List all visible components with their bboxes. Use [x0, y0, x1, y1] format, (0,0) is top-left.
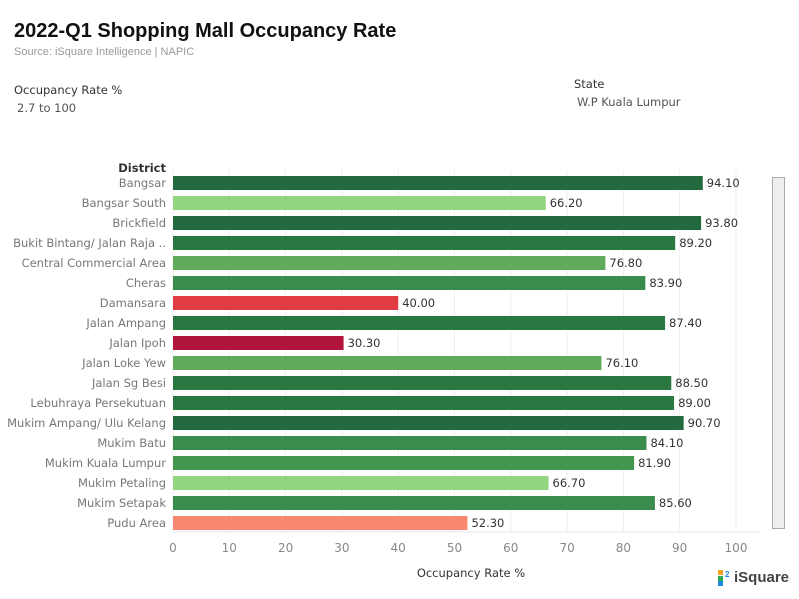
data-label: 76.80	[609, 256, 642, 270]
bar	[173, 196, 546, 210]
category-label: Mukim Ampang/ Ulu Kelang	[7, 416, 166, 430]
data-label: 87.40	[669, 316, 702, 330]
category-label: Bukit Bintang/ Jalan Raja ..	[13, 236, 166, 250]
x-tick-label: 70	[559, 541, 574, 555]
data-label: 30.30	[348, 336, 381, 350]
data-label: 93.80	[705, 216, 738, 230]
x-tick-label: 50	[447, 541, 462, 555]
bar	[173, 496, 655, 510]
x-tick-label: 30	[334, 541, 349, 555]
y-axis-title: District	[118, 161, 166, 175]
bar	[173, 236, 676, 250]
svg-text:2: 2	[725, 570, 730, 579]
data-label: 76.10	[605, 356, 638, 370]
x-tick-label: 10	[222, 541, 237, 555]
data-label: 83.90	[649, 276, 682, 290]
bar	[173, 356, 602, 370]
category-label: Mukim Setapak	[77, 496, 166, 510]
data-label: 81.90	[638, 456, 671, 470]
x-tick-label: 20	[278, 541, 293, 555]
category-label: Cheras	[126, 276, 166, 290]
data-label: 85.60	[659, 496, 692, 510]
data-label: 40.00	[402, 296, 435, 310]
x-tick-label: 60	[503, 541, 518, 555]
bar	[173, 456, 635, 470]
occupancy-filter-value[interactable]: 2.7 to 100	[17, 101, 77, 115]
category-label: Jalan Ipoh	[108, 336, 166, 350]
x-tick-label: 0	[169, 541, 177, 555]
state-filter-label: State	[574, 77, 605, 91]
category-label: Bangsar	[119, 176, 167, 190]
x-tick-label: 40	[391, 541, 406, 555]
isquare-logo-icon: 2	[718, 569, 730, 586]
category-label: Jalan Loke Yew	[81, 356, 166, 370]
isquare-logo: 2 iSquare	[718, 569, 789, 586]
bar	[173, 336, 344, 350]
bar	[173, 416, 684, 430]
data-label: 90.70	[688, 416, 721, 430]
bar	[173, 436, 647, 450]
chart-title: 2022-Q1 Shopping Mall Occupancy Rate	[14, 20, 397, 42]
category-label: Bangsar South	[82, 196, 166, 210]
category-label: Brickfield	[112, 216, 166, 230]
data-label: 88.50	[675, 376, 708, 390]
bar	[173, 256, 606, 270]
bar	[173, 396, 675, 410]
category-label: Jalan Sg Besi	[91, 376, 166, 390]
bar	[173, 316, 666, 330]
category-label: Mukim Batu	[97, 436, 166, 450]
bar	[173, 376, 672, 390]
data-label: 66.70	[553, 476, 586, 490]
bar	[173, 216, 702, 230]
category-label: Damansara	[100, 296, 166, 310]
category-label: Lebuhraya Persekutuan	[30, 396, 166, 410]
category-label: Central Commercial Area	[22, 256, 166, 270]
bar	[173, 276, 646, 290]
data-label: 89.20	[679, 236, 712, 250]
category-label: Mukim Kuala Lumpur	[45, 456, 166, 470]
x-axis-title: Occupancy Rate %	[417, 566, 525, 580]
bar	[173, 476, 549, 490]
bar	[173, 516, 468, 530]
state-filter-value[interactable]: W.P Kuala Lumpur	[577, 95, 681, 109]
data-label: 94.10	[707, 176, 740, 190]
category-label: Mukim Petaling	[78, 476, 166, 490]
x-tick-label: 80	[616, 541, 631, 555]
data-label: 66.20	[550, 196, 583, 210]
scrollbar[interactable]	[772, 177, 785, 529]
bar	[173, 176, 703, 190]
category-label: Pudu Area	[107, 516, 166, 530]
logo-text: iSquare	[734, 569, 790, 586]
x-tick-label: 100	[725, 541, 748, 555]
data-label: 52.30	[471, 516, 504, 530]
x-tick-label: 90	[672, 541, 687, 555]
data-label: 89.00	[678, 396, 711, 410]
occupancy-filter-label: Occupancy Rate %	[14, 83, 123, 97]
data-label: 84.10	[650, 436, 683, 450]
category-label: Jalan Ampang	[85, 316, 166, 330]
source-note: Source: iSquare Intelligence | NAPIC	[14, 46, 195, 58]
bar	[173, 296, 399, 310]
